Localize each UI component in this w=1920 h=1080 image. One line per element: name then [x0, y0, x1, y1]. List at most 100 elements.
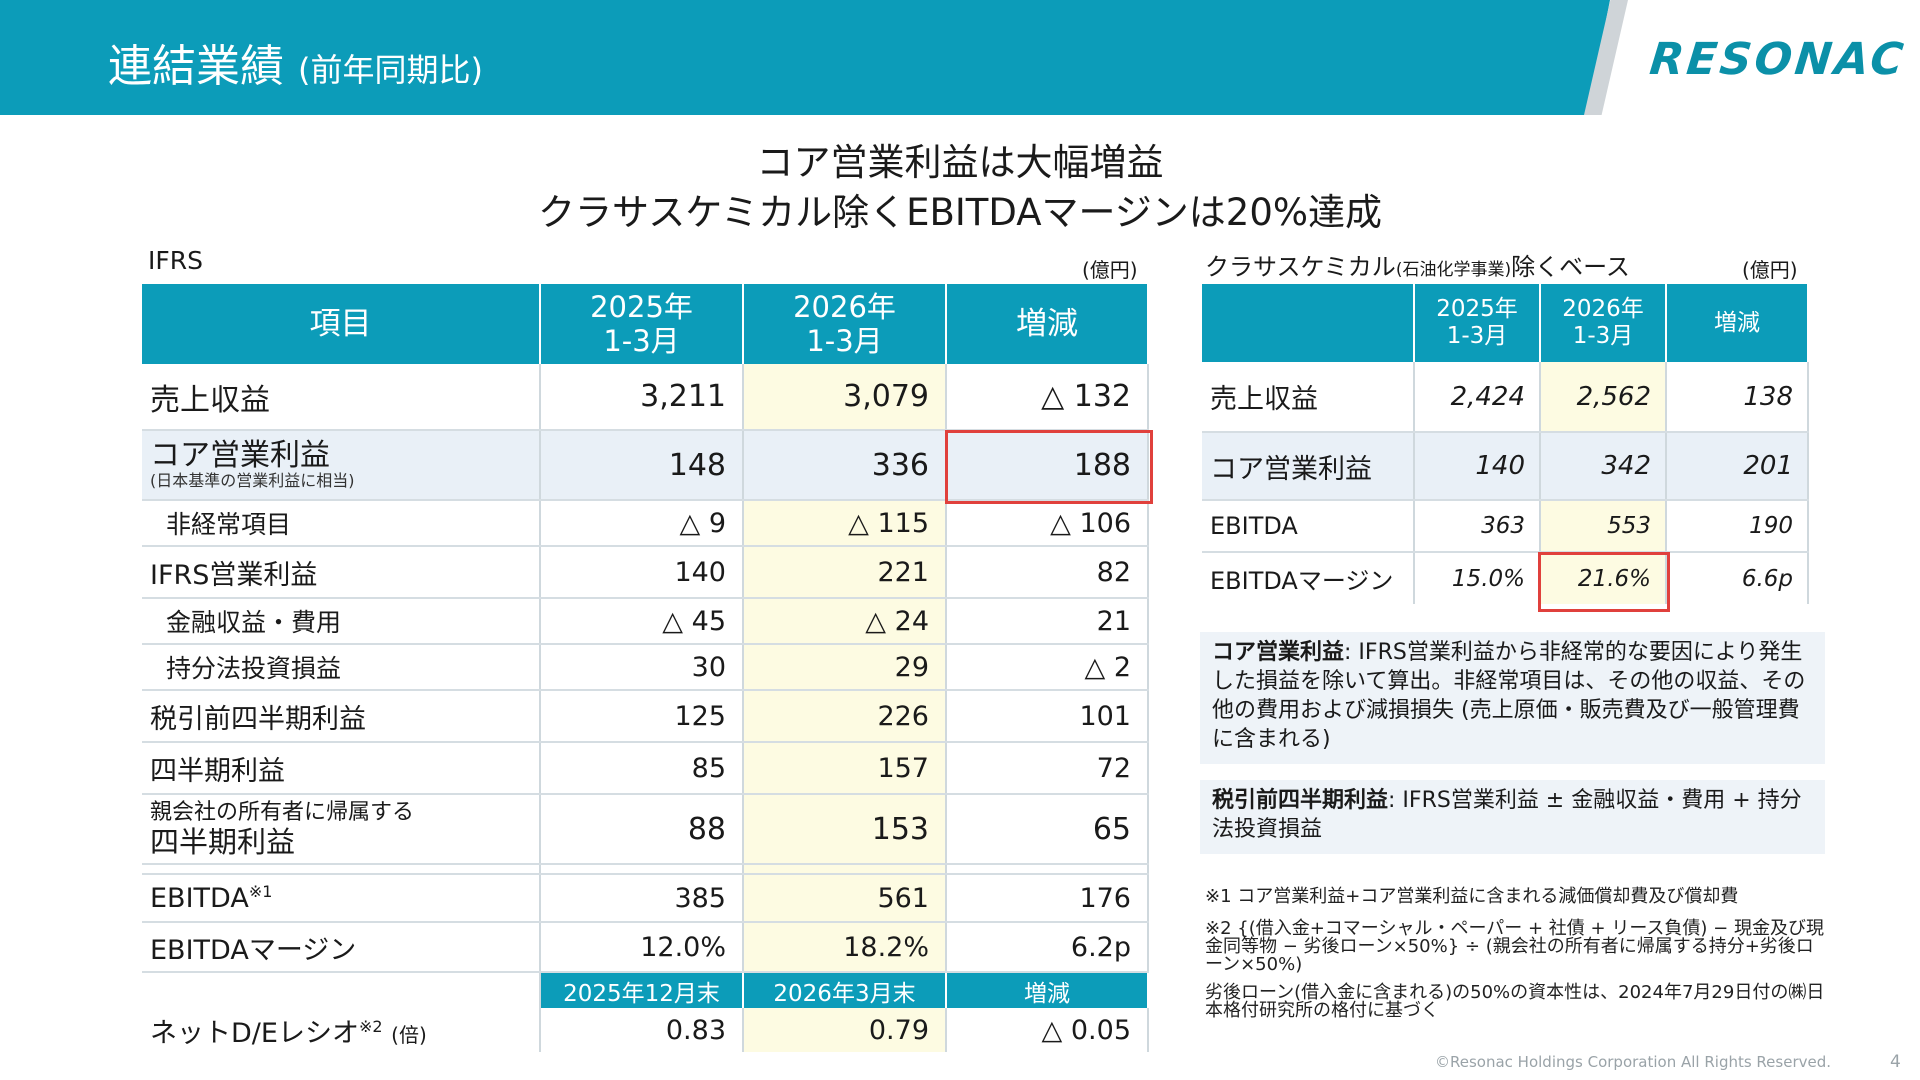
headline-line-2: クラサスケミカル除くEBITDAマージンは20%達成	[537, 191, 1383, 234]
sub-header-2025: 2025年12月末	[540, 972, 744, 1008]
core-profit-definition-box: コア営業利益: IFRS営業利益から非経常的な要因により発生した損益を除いて算出…	[1200, 632, 1825, 764]
right-table-label: クラサスケミカル(石油化学事業)除くベース	[1205, 247, 1630, 282]
sub-header-blank	[142, 972, 541, 1008]
table-row: 親会社の所有者に帰属する 四半期利益 88 153 65	[142, 794, 1149, 865]
resonac-logo: RESONAC	[1647, 34, 1909, 85]
col-header-2026: 2026年 1-3月	[1540, 284, 1667, 362]
cell-2026: 336	[743, 430, 947, 501]
cell-2026: 153	[743, 794, 947, 865]
header-bar	[0, 0, 1610, 115]
cell-diff: △ 106	[946, 500, 1149, 547]
pretax-term: 税引前四半期利益	[1212, 788, 1389, 813]
row-label-sup: ※2	[358, 1016, 383, 1036]
table-row: EBITDA 363 553 190	[1202, 500, 1809, 553]
cell-2025: 140	[1414, 432, 1541, 501]
cell-2025: 2,424	[1414, 362, 1541, 433]
col-header-diff: 増減	[946, 284, 1149, 364]
table-row: コア営業利益 (日本基準の営業利益に相当) 148 336 188	[142, 430, 1149, 501]
cell-2025: 148	[540, 430, 744, 501]
core-term: コア営業利益	[1212, 640, 1345, 665]
table-row: ネットD/Eレシオ※2 (倍) 0.83 0.79 △ 0.05	[142, 1008, 1149, 1052]
row-label: 持分法投資損益	[142, 644, 541, 691]
cell-2026: 561	[743, 874, 947, 923]
highlight-box-core-diff	[945, 430, 1153, 504]
cell-2025: 85	[540, 742, 744, 795]
cell-2026: 342	[1540, 432, 1667, 501]
cell-diff: 72	[946, 742, 1149, 795]
cell-2026: 29	[743, 644, 947, 691]
table-row: EBITDAマージン 15.0% 21.6% 6.6p	[1202, 552, 1809, 604]
table-row: EBITDA※1 385 561 176	[142, 874, 1149, 923]
cell-2026: 18.2%	[743, 922, 947, 973]
pretax-definition: : IFRS営業利益 ± 金融収益・費用 + 持分法投資損益	[1212, 788, 1802, 842]
headline-line-1: コア営業利益は大幅増益	[756, 141, 1164, 184]
cell-2025: 385	[540, 874, 744, 923]
row-label: 非経常項目	[142, 500, 541, 547]
col-header-2025-label: 2025年 1-3月	[590, 290, 693, 358]
sub-header-row: 2025年12月末 2026年3月末 増減	[142, 972, 1149, 1008]
spacer-cell	[540, 864, 744, 875]
cell-diff: 138	[1666, 362, 1809, 433]
cell-2025: △ 45	[540, 598, 744, 645]
spacer-cell	[142, 864, 541, 875]
cell-2026: 3,079	[743, 364, 947, 431]
cell-diff: 21	[946, 598, 1149, 645]
col-header-diff: 増減	[1666, 284, 1809, 362]
right-label-main: クラサスケミカル	[1205, 253, 1396, 281]
cell-diff: △ 2	[946, 644, 1149, 691]
excl-petrochem-table: 2025年 1-3月 2026年 1-3月 増減 売上収益 2,424 2,56…	[1202, 284, 1809, 604]
spacer-cell	[743, 864, 947, 875]
row-label-cell: EBITDA※1	[142, 874, 541, 923]
cell-diff: 65	[946, 794, 1149, 865]
row-label-suffix: (倍)	[391, 1022, 427, 1047]
left-unit-label: (億円)	[1082, 258, 1138, 282]
sub-header-2026: 2026年3月末	[743, 972, 947, 1008]
cell-2026: 157	[743, 742, 947, 795]
col-header-2025: 2025年 1-3月	[1414, 284, 1541, 362]
cell-2025: 88	[540, 794, 744, 865]
cell-diff: 6.6p	[1666, 552, 1809, 604]
table-header-row: 2025年 1-3月 2026年 1-3月 増減	[1202, 284, 1809, 362]
ifrs-label: IFRS	[148, 246, 203, 275]
row-label: ネットD/Eレシオ	[150, 1017, 359, 1049]
footnote-2: ※2 {(借入金+コマーシャル・ペーパー + 社債 + リース負債) − 現金及…	[1205, 918, 1824, 975]
col-header-2026: 2026年 1-3月	[743, 284, 947, 364]
right-label-tail: 除くベース	[1511, 253, 1630, 281]
row-label: 金融収益・費用	[142, 598, 541, 645]
cell-2026: △ 24	[743, 598, 947, 645]
cell-2025: 30	[540, 644, 744, 691]
table-row: 売上収益 3,211 3,079 △ 132	[142, 364, 1149, 431]
col-header-item: 項目	[142, 284, 541, 364]
cell-2025: 15.0%	[1414, 552, 1541, 604]
table-row: EBITDAマージン 12.0% 18.2% 6.2p	[142, 922, 1149, 973]
table-row: 四半期利益 85 157 72	[142, 742, 1149, 795]
page-title-main: 連結業績	[108, 41, 284, 92]
footnote-1: ※1 コア営業利益+コア営業利益に含まれる減価償却費及び償却費	[1205, 886, 1739, 907]
ifrs-results-table: 項目 2025年 1-3月 2026年 1-3月 増減 売上収益 3,211 3…	[142, 284, 1149, 1052]
cell-2026: 221	[743, 546, 947, 599]
cell-diff: 190	[1666, 500, 1809, 553]
row-label: 四半期利益	[142, 742, 541, 795]
col-header-2025-label: 2025年 1-3月	[1436, 296, 1518, 349]
table-row: 税引前四半期利益 125 226 101	[142, 690, 1149, 743]
page-title-sub: (前年同期比)	[298, 51, 483, 89]
cell-diff: 201	[1666, 432, 1809, 501]
row-label-sup: ※1	[248, 882, 273, 901]
row-label: EBITDAマージン	[142, 922, 541, 973]
cell-2025: △ 9	[540, 500, 744, 547]
pretax-definition-box: 税引前四半期利益: IFRS営業利益 ± 金融収益・費用 + 持分法投資損益	[1200, 780, 1825, 854]
sub-header-diff: 増減	[946, 972, 1149, 1008]
row-label: コア営業利益	[150, 438, 330, 473]
core-definition: : IFRS営業利益から非経常的な要因により発生した損益を除いて算出。非経常項目…	[1212, 640, 1806, 752]
cell-diff: △ 132	[946, 364, 1149, 431]
cell-diff: 6.2p	[946, 922, 1149, 973]
cell-2026: 0.79	[743, 1008, 947, 1052]
table-row: 非経常項目 △ 9 △ 115 △ 106	[142, 500, 1149, 547]
col-header-2026-label: 2026年 1-3月	[793, 290, 896, 358]
table-row: 持分法投資損益 30 29 △ 2	[142, 644, 1149, 691]
header-banner: 連結業績 (前年同期比) RESONAC	[0, 0, 1920, 115]
cell-diff: 188	[946, 430, 1149, 501]
cell-diff: 101	[946, 690, 1149, 743]
highlight-box-ebitda-margin	[1538, 552, 1670, 612]
row-label: EBITDAマージン	[1202, 552, 1415, 604]
